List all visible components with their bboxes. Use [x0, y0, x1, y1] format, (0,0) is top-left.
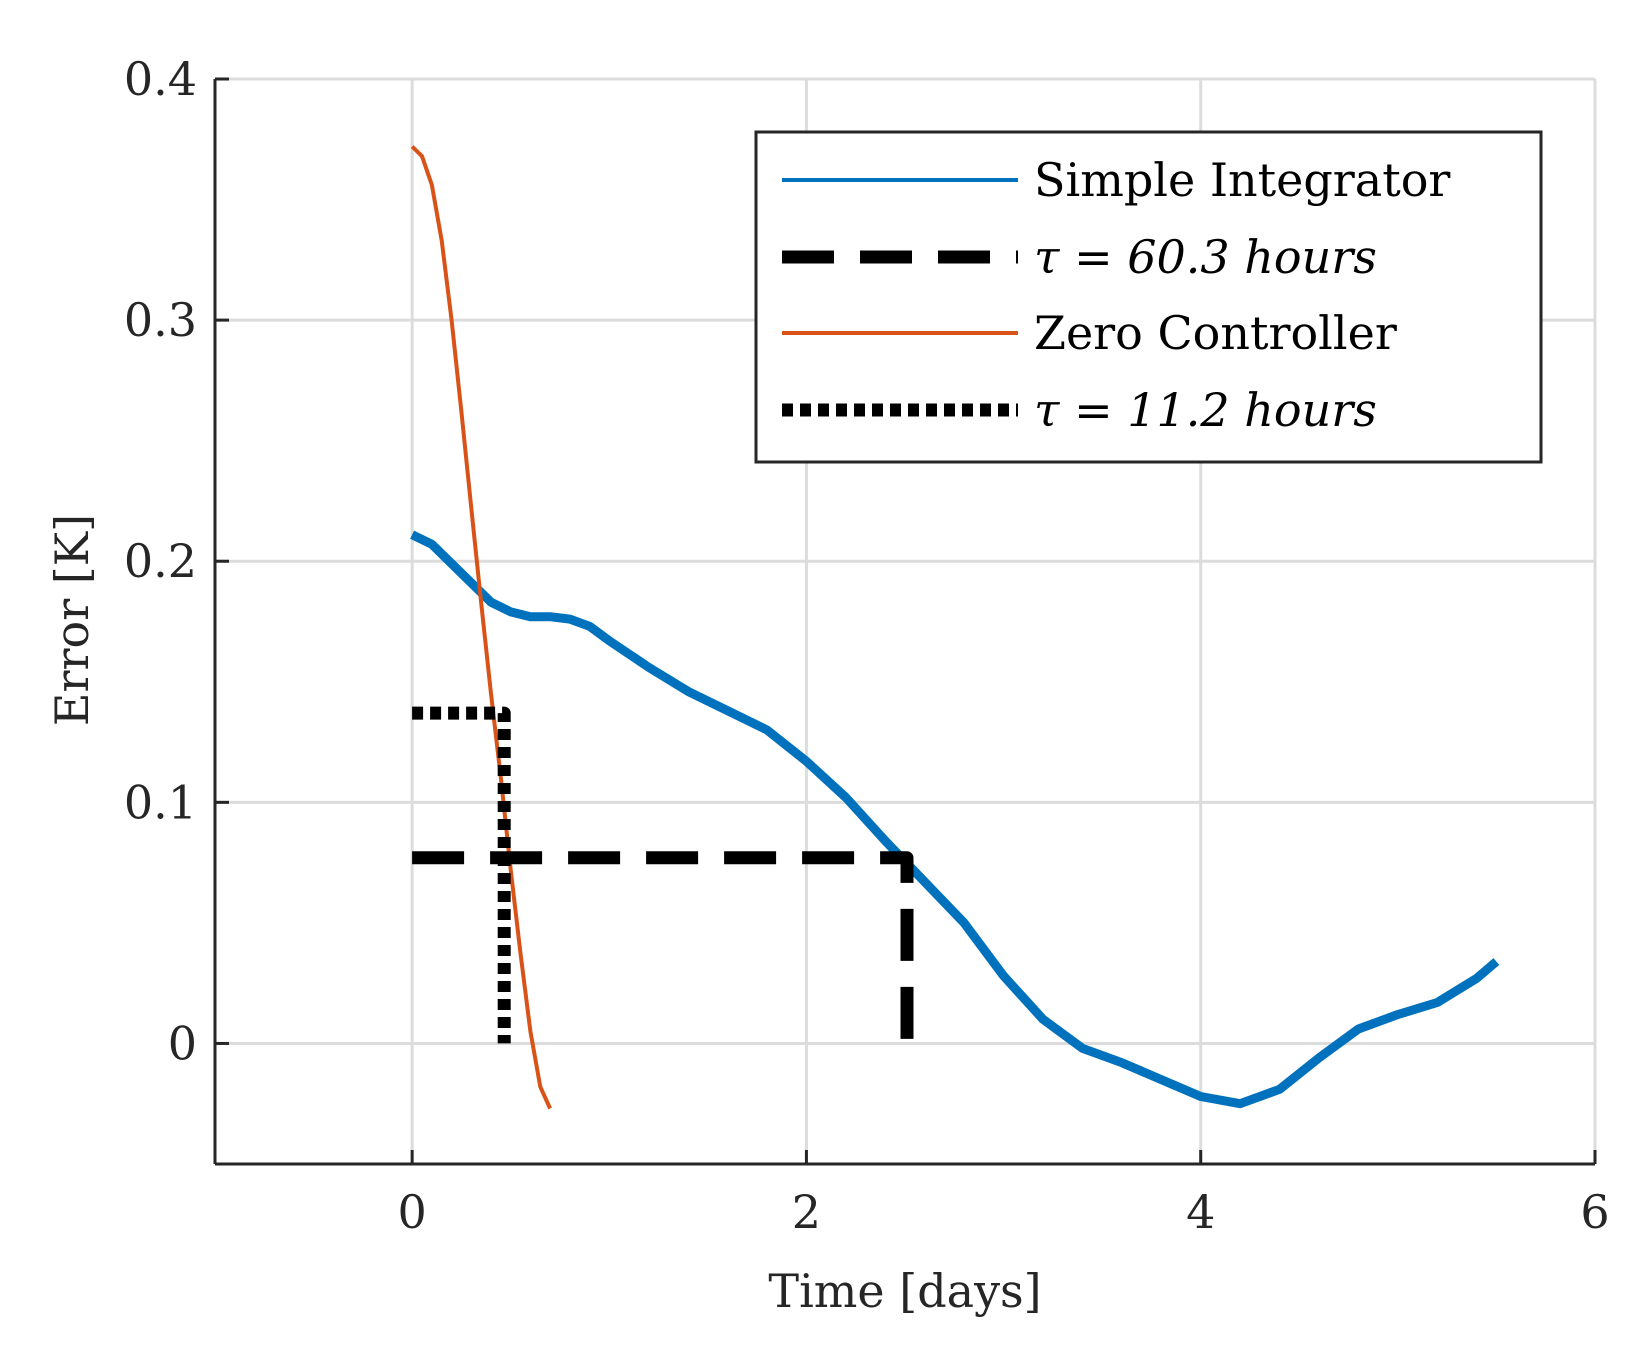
series-line-0 — [410, 530, 1500, 1109]
x-tick-label-2: 4 — [1186, 1185, 1215, 1239]
series-line-3 — [412, 706, 511, 1044]
x-tick-label-0: 0 — [398, 1185, 427, 1239]
y-tick-label-1: 0.1 — [124, 775, 197, 829]
legend-label-tau-11: τ = 11.2 hours — [1034, 383, 1377, 437]
x-axis-title: Time [days] — [768, 1264, 1041, 1318]
series-line-2 — [410, 145, 552, 1110]
legend-label-zero-controller: Zero Controller — [1034, 306, 1397, 360]
x-tick-label-1: 2 — [792, 1185, 821, 1239]
x-tick-label-3: 6 — [1580, 1185, 1609, 1239]
tick-labels: 0 2 4 6 0 0.1 0.2 0.3 0.4 — [124, 52, 1610, 1239]
y-tick-label-2: 0.2 — [124, 534, 197, 588]
legend-label-tau-60: τ = 60.3 hours — [1034, 230, 1377, 284]
legend-label-simple-integrator: Simple Integrator — [1034, 153, 1450, 207]
y-tick-label-0: 0 — [168, 1016, 197, 1070]
series-layer — [410, 145, 1500, 1110]
y-tick-label-4: 0.4 — [124, 52, 197, 106]
y-tick-label-3: 0.3 — [124, 293, 197, 347]
legend: Simple Integrator τ = 60.3 hours Zero Co… — [754, 130, 1543, 464]
series-line-1 — [412, 851, 914, 1044]
y-axis-title: Error [K] — [45, 514, 99, 726]
axes — [213, 77, 1597, 1166]
legend-box — [754, 130, 1543, 464]
